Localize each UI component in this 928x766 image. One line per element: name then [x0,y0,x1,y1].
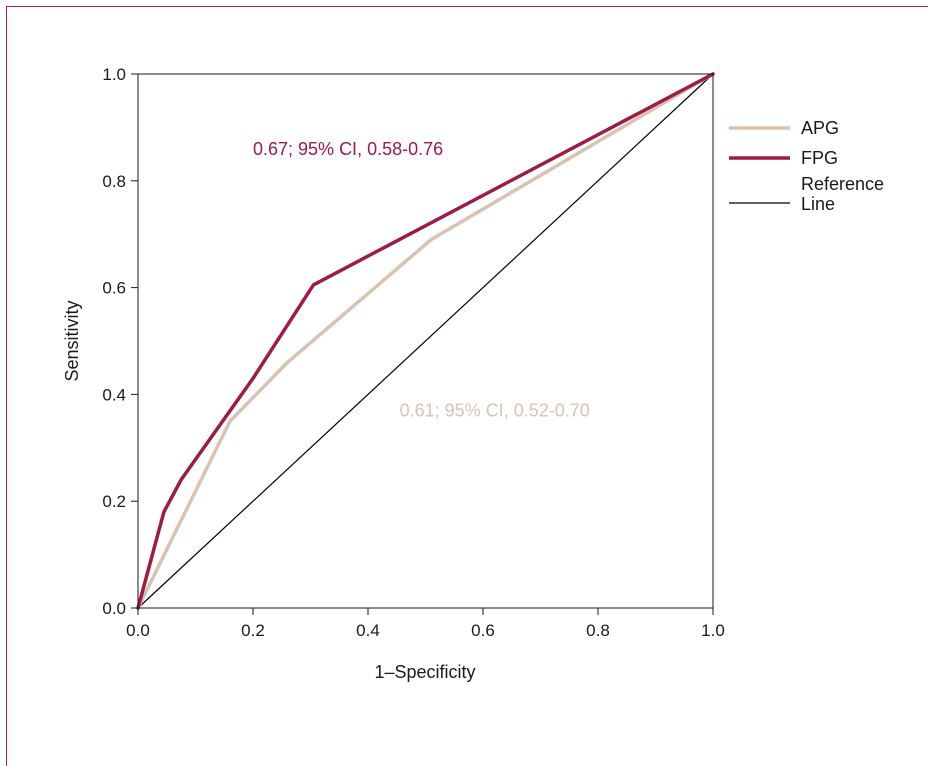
y-tick-label: 0.0 [102,599,126,618]
x-tick-label: 0.6 [471,621,495,640]
axes: 0.0 0.2 0.4 0.6 0.8 1.0 0.0 0.2 0.4 0.6 0.8 1.0 [102,65,724,640]
y-tick-label: 0.4 [102,385,126,404]
y-tick-label: 0.6 [102,279,126,298]
annotations: 0.67; 95% CI, 0.58-0.76 0.61; 95% CI, 0.5… [253,139,590,421]
series-line-fpg [136,72,715,610]
plot-border [137,73,714,609]
series-lines [136,72,715,610]
legend-label-reference-line: Reference Line [801,174,884,214]
series-line-apg [136,72,715,610]
figure-frame [6,6,928,766]
x-axis-label: 1–Specificity [374,662,475,682]
y-tick-label: 1.0 [102,65,126,84]
y-axis-label: Sensitivity [62,300,82,381]
legend-label-fpg: FPG [801,148,838,168]
y-tick-label: 0.8 [102,172,126,191]
x-tick-label: 0.2 [241,621,265,640]
series-line-reference-line [137,73,714,609]
auc-annotation: 0.61; 95% CI, 0.52-0.70 [400,400,590,420]
legend-label-apg: APG [801,118,839,138]
x-tick-label: 1.0 [701,621,725,640]
roc-chart: 0.0 0.2 0.4 0.6 0.8 1.0 0.0 0.2 0.4 0.6 0.8 1.0 0.6… [62,65,884,682]
x-tick-label: 0.0 [126,621,150,640]
x-tick-label: 0.4 [356,621,380,640]
y-tick-label: 0.2 [102,492,126,511]
x-tick-label: 0.8 [586,621,610,640]
legend: APG FPG Reference Line [729,118,884,214]
auc-annotation: 0.67; 95% CI, 0.58-0.76 [253,139,443,159]
